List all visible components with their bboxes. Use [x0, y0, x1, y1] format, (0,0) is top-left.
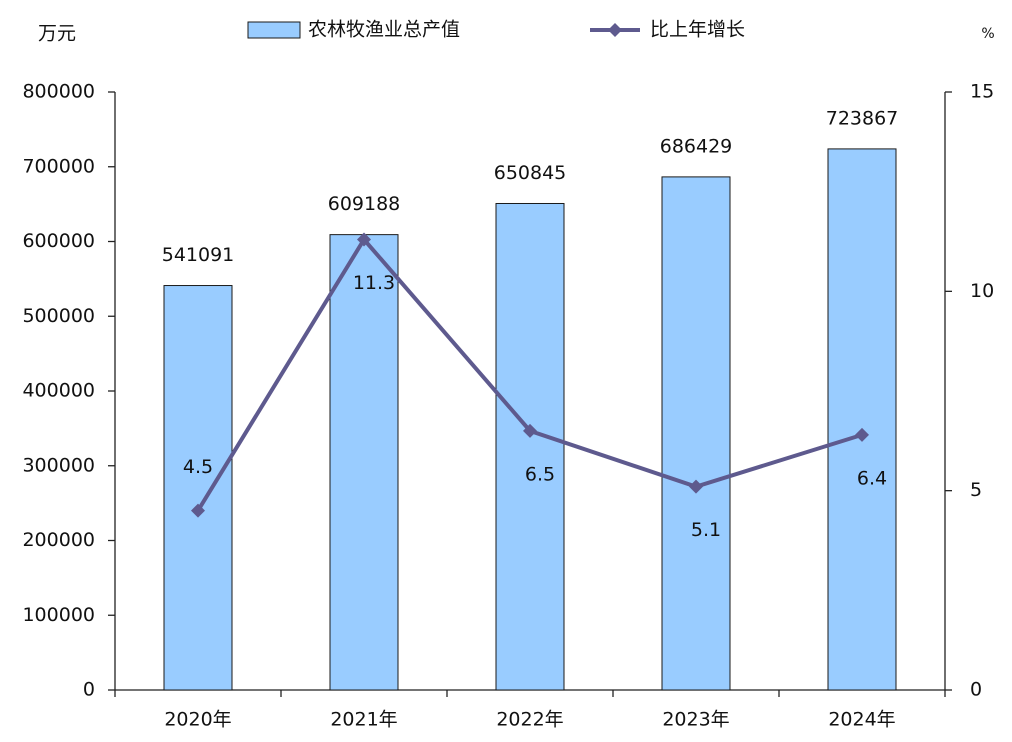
line-value-label: 5.1: [691, 519, 721, 541]
y2-axis-label: %: [981, 26, 994, 42]
bar: [163, 285, 233, 691]
y2-tick-label: 15: [970, 81, 994, 103]
y2-tick-label: 5: [970, 479, 982, 501]
line-value-label: 6.5: [525, 463, 555, 485]
y-axis-label: 万元: [38, 23, 76, 45]
y-tick-label: 200000: [22, 529, 95, 551]
y2-tick-label: 0: [970, 679, 982, 701]
legend-swatch: [608, 23, 622, 37]
line-marker: [689, 479, 703, 494]
line-value-label: 11.3: [353, 272, 395, 294]
y2-tick-label: 10: [970, 280, 994, 302]
y-tick-label: 600000: [22, 230, 95, 252]
y-tick-label: 800000: [22, 81, 95, 103]
line-value-label: 6.4: [857, 467, 887, 489]
x-tick-label: 2023年: [662, 709, 729, 731]
bar: [495, 202, 565, 691]
x-tick-label: 2020年: [164, 709, 231, 731]
legend-label: 农林牧渔业总产值: [308, 19, 460, 41]
line-marker: [191, 503, 205, 518]
y-tick-label: 700000: [22, 155, 95, 177]
line-marker: [357, 232, 371, 247]
legend-label: 比上年增长: [650, 19, 745, 41]
x-tick-label: 2024年: [828, 709, 895, 731]
line-marker: [523, 423, 537, 438]
line-marker: [855, 427, 869, 442]
x-tick-label: 2021年: [330, 709, 397, 731]
y-tick-label: 0: [83, 679, 95, 701]
line-value-label: 4.5: [183, 456, 213, 478]
bar: [827, 148, 897, 691]
bar-value-label: 541091: [162, 244, 235, 266]
bar: [329, 234, 399, 691]
y-tick-label: 500000: [22, 305, 95, 327]
bar: [661, 176, 731, 691]
y-tick-label: 400000: [22, 380, 95, 402]
y-tick-label: 300000: [22, 454, 95, 476]
bar-value-label: 609188: [328, 193, 401, 215]
bar-value-label: 650845: [494, 162, 567, 184]
bar-value-label: 686429: [660, 135, 733, 157]
bar-value-label: 723867: [826, 107, 899, 129]
y-tick-label: 100000: [22, 604, 95, 626]
x-tick-label: 2022年: [496, 709, 563, 731]
legend-swatch: [247, 21, 301, 39]
